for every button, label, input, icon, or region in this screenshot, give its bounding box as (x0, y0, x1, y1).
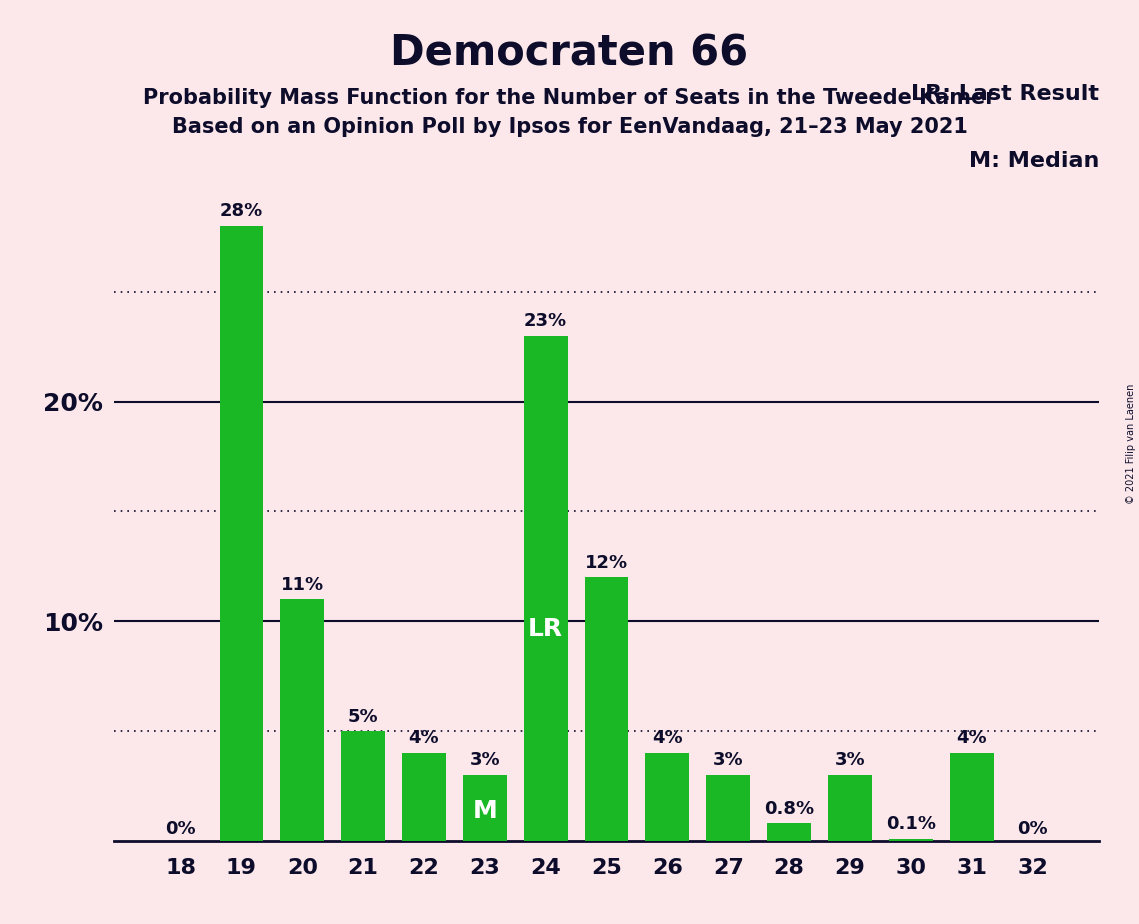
Text: 11%: 11% (280, 576, 323, 594)
Bar (584, 578, 629, 841)
Text: Based on an Opinion Poll by Ipsos for EenVandaag, 21–23 May 2021: Based on an Opinion Poll by Ipsos for Ee… (172, 117, 967, 138)
Text: M: Median: M: Median (969, 151, 1099, 171)
Bar (342, 731, 385, 841)
Text: LR: LR (528, 616, 563, 640)
Text: 3%: 3% (713, 751, 744, 770)
Bar (462, 775, 507, 841)
Text: Probability Mass Function for the Number of Seats in the Tweede Kamer: Probability Mass Function for the Number… (144, 88, 995, 108)
Text: 4%: 4% (652, 729, 682, 748)
Bar (524, 335, 567, 841)
Bar (220, 225, 263, 841)
Text: 23%: 23% (524, 312, 567, 330)
Text: 0%: 0% (165, 820, 196, 837)
Bar (888, 839, 933, 841)
Bar (402, 753, 445, 841)
Bar (280, 600, 325, 841)
Bar (828, 775, 871, 841)
Bar (706, 775, 751, 841)
Text: Democraten 66: Democraten 66 (391, 32, 748, 74)
Text: 0%: 0% (1017, 820, 1048, 837)
Text: 4%: 4% (409, 729, 440, 748)
Bar (768, 823, 811, 841)
Text: 3%: 3% (469, 751, 500, 770)
Bar (950, 753, 993, 841)
Text: M: M (473, 799, 498, 823)
Text: 0.1%: 0.1% (886, 815, 936, 833)
Text: © 2021 Filip van Laenen: © 2021 Filip van Laenen (1126, 383, 1136, 504)
Text: 12%: 12% (585, 553, 628, 572)
Text: LR: Last Result: LR: Last Result (911, 84, 1099, 103)
Text: 5%: 5% (347, 708, 378, 725)
Text: 28%: 28% (220, 202, 263, 220)
Text: 0.8%: 0.8% (764, 800, 814, 818)
Text: 4%: 4% (957, 729, 986, 748)
Bar (646, 753, 689, 841)
Text: 3%: 3% (835, 751, 866, 770)
